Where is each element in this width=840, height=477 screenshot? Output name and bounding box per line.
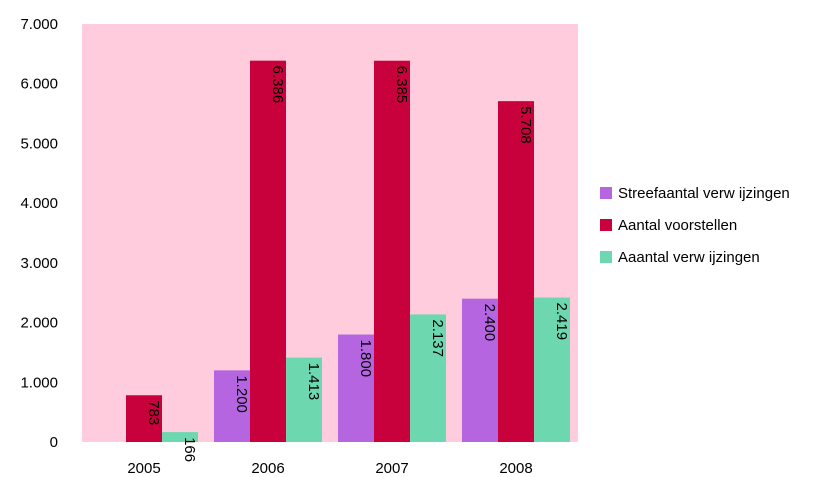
y-tick-label: 6.000: [20, 76, 58, 93]
data-label: 2.400: [481, 304, 498, 342]
data-label: 6.386: [269, 66, 286, 104]
bar: [250, 60, 286, 442]
x-tick-label: 2006: [251, 460, 284, 477]
bar: [498, 101, 534, 443]
y-tick-label: 7.000: [20, 16, 58, 33]
data-label: 1.200: [233, 375, 250, 413]
bar: [126, 395, 162, 442]
data-labels: 783 166 1.200 6.386 1.413 1.800 6.385 2.137 2.40…: [145, 66, 570, 462]
legend-label: Aaantal verw ijzingen: [618, 249, 760, 266]
bar: [534, 297, 570, 442]
legend: Streefaantal verw ijzingen Aantal voorste…: [600, 185, 790, 266]
bar: [162, 432, 198, 442]
legend-swatch: [600, 219, 612, 231]
bar: [214, 370, 250, 442]
y-axis: 0 1.000 2.000 3.000 4.000 5.000 6.000 7.000: [20, 16, 58, 451]
data-label: 5.708: [517, 106, 534, 144]
data-label: 6.385: [393, 66, 410, 104]
legend-swatch: [600, 251, 612, 263]
x-tick-label: 2008: [499, 460, 532, 477]
x-tick-label: 2007: [375, 460, 408, 477]
bar: [410, 314, 446, 442]
bar: [338, 334, 374, 442]
data-label: 2.137: [429, 319, 446, 357]
data-label: 1.800: [357, 340, 374, 378]
legend-label: Streefaantal verw ijzingen: [618, 185, 790, 202]
y-tick-label: 3.000: [20, 255, 58, 272]
y-tick-label: 5.000: [20, 135, 58, 152]
bar: [286, 357, 322, 442]
bar: [462, 298, 498, 442]
x-axis: 2005 2006 2007 2008: [127, 460, 532, 477]
data-label: 783: [145, 400, 162, 425]
y-tick-label: 0: [50, 434, 58, 451]
y-tick-label: 2.000: [20, 315, 58, 332]
legend-label: Aantal voorstellen: [618, 217, 737, 234]
y-tick-label: 1.000: [20, 374, 58, 391]
bar: [374, 60, 410, 443]
bar-group: [126, 60, 570, 443]
x-tick-label: 2005: [127, 460, 160, 477]
legend-swatch: [600, 187, 612, 199]
data-label: 1.413: [305, 363, 322, 401]
data-label: 166: [181, 437, 198, 462]
data-label: 2.419: [553, 303, 570, 341]
y-tick-label: 4.000: [20, 195, 58, 212]
